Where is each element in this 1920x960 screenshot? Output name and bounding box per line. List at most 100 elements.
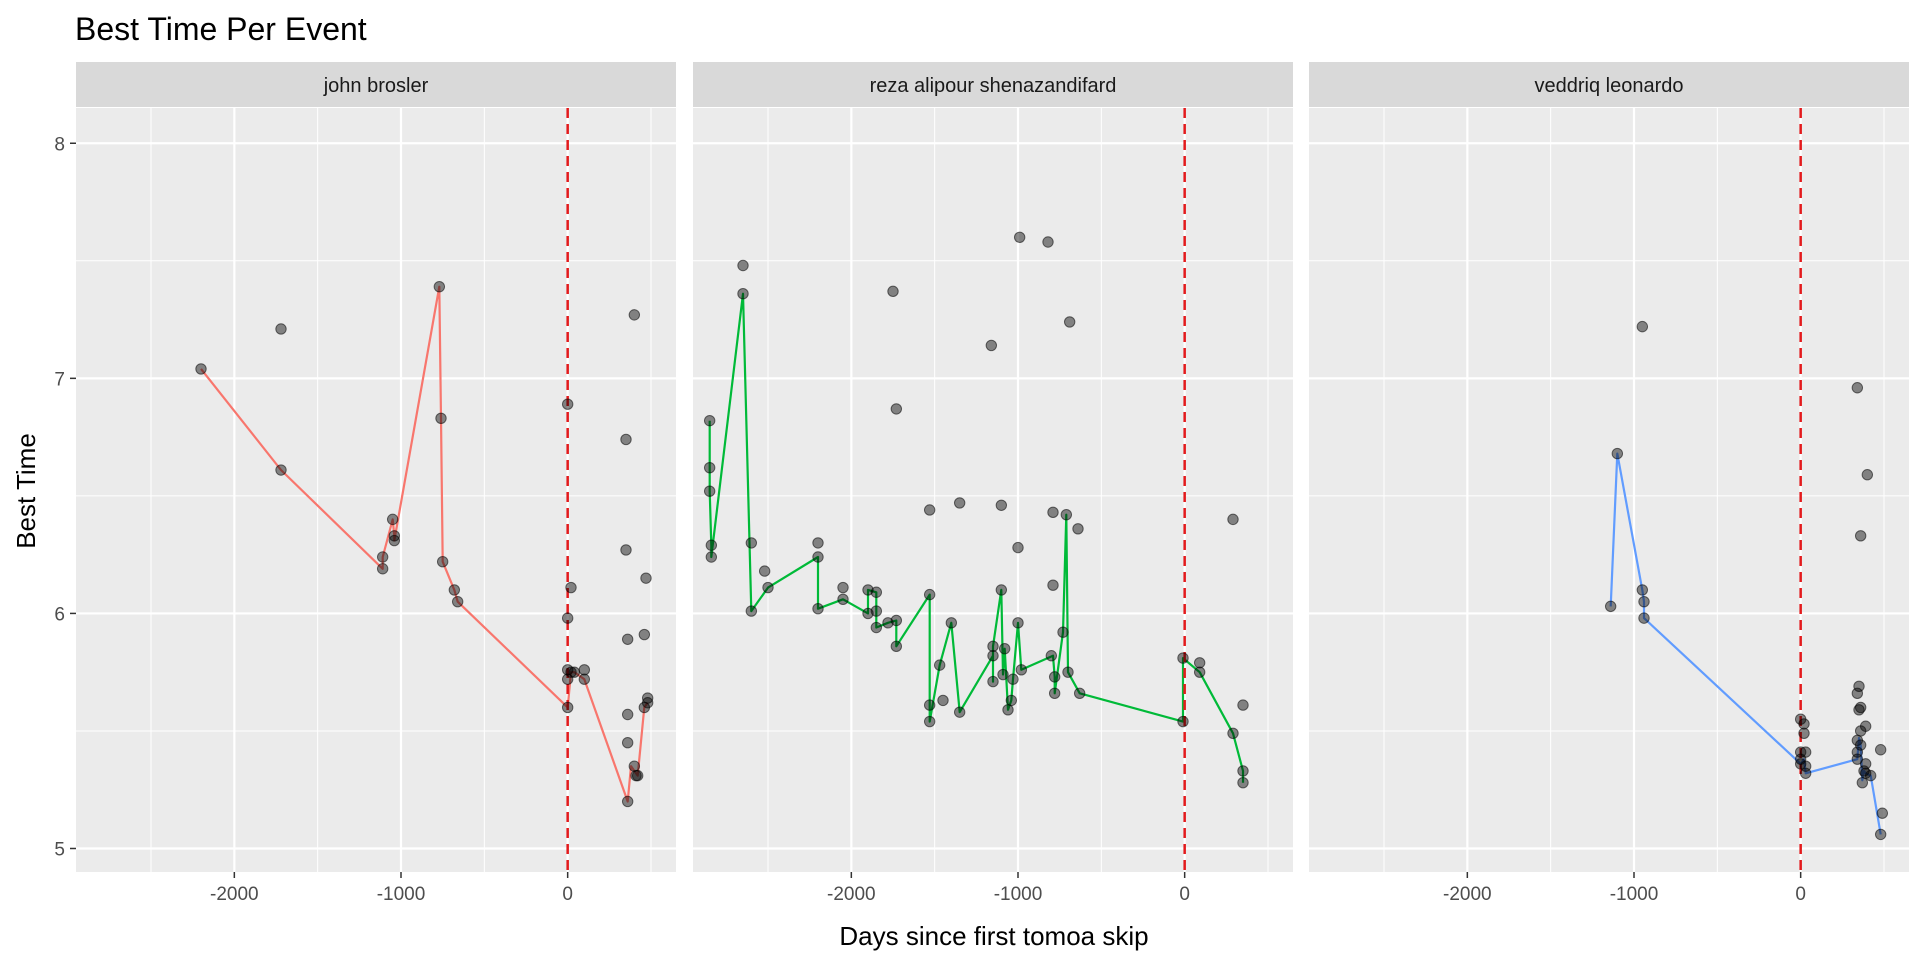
data-point [451,595,464,608]
data-point [1227,727,1239,740]
data-point [1237,776,1249,789]
data-point [953,706,966,718]
data-point [1636,584,1649,596]
facet-strip [1309,62,1909,107]
data-point [703,461,716,474]
data-point [923,588,936,601]
data-point [1638,595,1650,608]
data-point [561,612,574,624]
data-point [565,666,577,678]
panel-2: reza alipour shenazandifard -2000 -1000 0 [693,62,1293,905]
data-point [1854,701,1867,714]
data-point [1799,767,1812,779]
data-point [997,668,1009,681]
data-point [745,537,758,549]
data-point [1062,666,1074,678]
data-point [1854,530,1867,542]
data-point [1047,579,1059,591]
data-point [621,708,634,721]
data-point [812,603,824,615]
data-point [737,288,749,300]
x-tick-label: 0 [1795,884,1806,905]
data-point [1638,612,1650,624]
data-point [1856,776,1869,789]
data-point [933,659,946,671]
data-point [745,605,758,617]
data-point [882,617,894,629]
data-point [376,551,389,563]
data-point [837,581,849,594]
data-point [1048,687,1061,700]
x-tick-label: 0 [1179,884,1190,905]
data-point [388,534,401,547]
data-point [1851,687,1864,700]
series-line [708,292,1245,783]
data-point [1604,600,1617,613]
data-point [987,650,999,662]
chart-title: Best Time Per Event [75,11,367,47]
data-point [640,572,652,584]
facet-strip [693,62,1293,107]
data-point [1005,694,1018,707]
data-point [1636,320,1649,333]
data-point [1876,807,1889,819]
data-point [870,621,883,634]
panel-background [1309,108,1909,872]
facet-label: veddriq leonardo [1535,75,1684,97]
data-point [1854,739,1867,751]
data-point [1057,626,1069,638]
data-point [1177,715,1189,728]
data-point [1874,744,1887,756]
facet-strip [76,62,676,107]
data-point [433,280,446,293]
data-point [890,614,903,627]
data-point [1048,671,1061,683]
data-point [1072,523,1084,535]
data-point [1851,382,1864,394]
facet-label: reza alipour shenazandifard [870,75,1117,97]
data-point [1237,765,1249,777]
data-point [641,692,654,704]
series-line [1609,452,1882,835]
data-point [890,640,903,653]
y-tick-label: 6 [54,604,65,625]
data-point [435,412,447,425]
data-point [987,640,999,653]
data-point [1853,680,1865,692]
data-point [386,513,399,526]
data-point [812,551,824,563]
data-point [995,499,1008,511]
data-point [620,544,632,556]
data-point [1012,541,1024,554]
data-point [1193,657,1206,669]
data-point [1007,673,1019,685]
panel-1: john brosler -2000 -1000 0 [76,62,676,905]
data-point [638,628,651,641]
x-tick-label: 0 [562,884,573,905]
data-point [870,586,883,598]
data-point [1002,704,1014,716]
series-line [200,285,649,803]
data-point [937,694,949,707]
data-point [953,497,966,509]
chart-panels: john brosler-2000 -1000 0 reza alipour shen… [76,62,1909,905]
data-point [568,666,581,678]
data-point [1859,758,1872,770]
data-point [448,584,461,596]
data-point [1861,469,1874,481]
data-point [1864,769,1877,782]
data-point [703,414,716,427]
data-point [376,563,389,575]
x-tick-label: -1000 [1610,884,1659,905]
data-point [1060,508,1073,521]
data-point [561,398,574,410]
data-point [1042,236,1054,248]
data-point [195,363,207,375]
data-point [890,403,903,415]
data-point [578,664,591,676]
data-point [923,699,936,711]
x-tick-label: -2000 [827,884,876,905]
data-point [1013,231,1026,243]
panel-3: veddriq leonardo -2000 -1000 0 [1309,62,1909,905]
data-point [621,633,634,645]
